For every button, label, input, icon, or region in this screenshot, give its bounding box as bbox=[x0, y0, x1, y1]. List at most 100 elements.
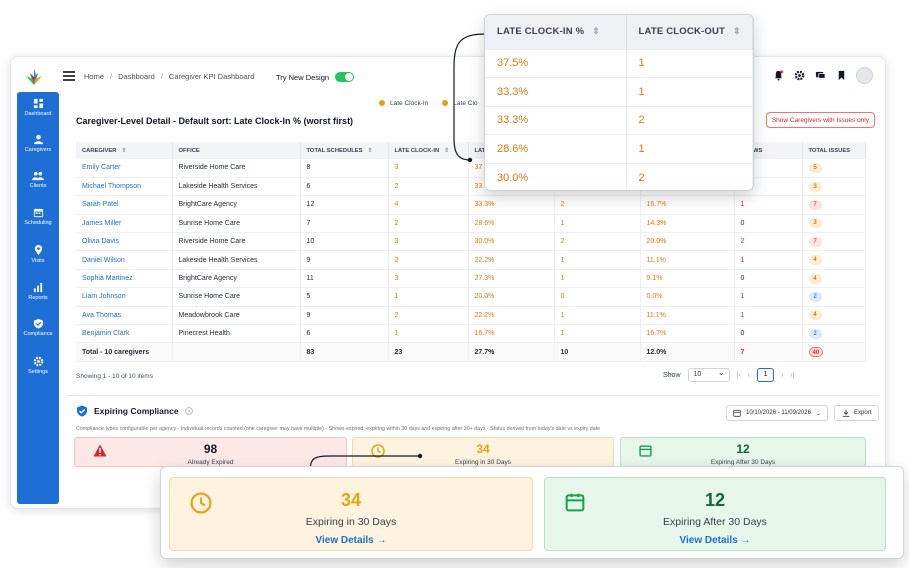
legend-item: Late Clock-In bbox=[379, 100, 428, 107]
table-row[interactable]: Olivia Davis Riverside Home Care 10 3 30.0% 2… bbox=[76, 232, 866, 252]
page-number-button[interactable]: 1 bbox=[757, 368, 775, 382]
avatar[interactable] bbox=[856, 67, 873, 84]
prev-page-icon[interactable]: ‹ bbox=[747, 371, 751, 379]
table-row[interactable]: Liam Johnson Sunrise Home Care 5 1 20.0% 0 0.0… bbox=[76, 287, 866, 307]
column-header[interactable]: LATE CLOCK-IN % ⇕ bbox=[485, 15, 627, 49]
svg-text:?: ? bbox=[187, 409, 190, 415]
total-schedules-cell: 6 bbox=[300, 177, 389, 197]
caregiver-name-link[interactable]: Olivia Davis bbox=[76, 232, 173, 252]
breadcrumb-current: Caregiver KPI Dashboard bbox=[168, 72, 255, 81]
menu-icon[interactable] bbox=[63, 71, 75, 81]
table-row[interactable]: Benjamin Clark Pinecrest Health 6 1 16.7% 1 16… bbox=[76, 324, 866, 344]
expiring-30-card[interactable]: 34 Expiring in 30 Days View Details → bbox=[169, 477, 533, 551]
caregiver-name-link[interactable]: Emily Carter bbox=[76, 159, 173, 178]
expiring-30-count: 34 bbox=[340, 490, 362, 510]
breadcrumb-home[interactable]: Home bbox=[84, 72, 105, 81]
new-design-toggle[interactable] bbox=[335, 72, 355, 82]
sidebar-item-dashboard[interactable]: Dashboard bbox=[17, 98, 59, 117]
total-issues-cell: 2 bbox=[802, 324, 866, 344]
last-page-icon[interactable]: ›| bbox=[790, 371, 795, 379]
column-header[interactable]: TOTAL ISSUES bbox=[802, 142, 866, 159]
sidebar-item-clients[interactable]: Clients bbox=[17, 170, 59, 189]
table-row[interactable]: Sophia Martinez BrightCare Agency 11 3 27.3%… bbox=[76, 269, 866, 289]
date-range-picker[interactable]: 10/10/2026 - 11/09/2026 ⌄ bbox=[726, 405, 828, 421]
showing-count: Showing 1 - 10 of 10 items bbox=[76, 373, 153, 380]
no-shows-cell: 1 bbox=[734, 250, 803, 270]
caregiver-name-link[interactable]: Ava Thomas bbox=[76, 306, 173, 326]
compliance-title: Expiring Compliance bbox=[94, 406, 179, 416]
table-row[interactable]: James Miller Sunrise Home Care 7 2 28.6% 1 14.… bbox=[76, 214, 866, 234]
caregiver-table: CAREGIVER ⇕ OFFICE TOTAL SCHEDULES ⇕ LATE … bbox=[76, 142, 866, 362]
notification-bell-icon[interactable] bbox=[772, 70, 784, 82]
office-cell: Riverside Home Care bbox=[172, 159, 301, 178]
sidebar-item-visits[interactable]: Visits bbox=[17, 245, 59, 264]
column-header[interactable]: CAREGIVER ⇕ bbox=[76, 142, 173, 159]
sidebar-item-caregivers[interactable]: Caregivers bbox=[17, 134, 59, 153]
late-clock-in-cell: 1 bbox=[388, 324, 469, 344]
column-header[interactable]: TOTAL SCHEDULES ⇕ bbox=[300, 142, 389, 159]
total-schedules-cell: 8 bbox=[300, 159, 389, 178]
view-details-link[interactable]: View Details → bbox=[679, 535, 751, 546]
empty-cell bbox=[172, 342, 301, 362]
late-clock-in-cell: 1 bbox=[388, 287, 469, 307]
caregiver-name-link[interactable]: Michael Thompson bbox=[76, 177, 173, 197]
late-clock-out-pct-cell: 11.1% bbox=[640, 250, 735, 270]
gear-icon[interactable] bbox=[793, 70, 805, 82]
total-schedules-cell: 83 bbox=[300, 342, 389, 362]
info-icon[interactable]: ? bbox=[184, 407, 193, 415]
page-size-select[interactable]: 10 bbox=[687, 367, 730, 382]
expiring-30-label: Expiring in 30 Days bbox=[455, 459, 511, 466]
export-button[interactable]: Export bbox=[834, 405, 880, 421]
expiring-after-30-card[interactable]: 12 Expiring After 30 Days bbox=[620, 437, 866, 467]
arrow-right-icon: → bbox=[376, 535, 387, 546]
caregiver-name-link[interactable]: Liam Johnson bbox=[76, 287, 173, 307]
caregiver-name-link[interactable]: Benjamin Clark bbox=[76, 324, 173, 344]
no-shows-cell: 1 bbox=[734, 287, 803, 307]
sidebar-item-reports[interactable]: Reports bbox=[17, 282, 59, 301]
compliance-subtitle: Compliance types configurable per agency… bbox=[76, 426, 601, 432]
expired-card[interactable]: 98 Already Expired bbox=[74, 437, 347, 467]
total-issues-cell: 7 bbox=[802, 195, 866, 215]
late-clock-out-cell: 2 bbox=[626, 162, 753, 190]
sidebar-item-label: Settings bbox=[28, 369, 48, 375]
sidebar-item-settings[interactable]: Settings bbox=[17, 356, 59, 375]
next-page-icon[interactable]: › bbox=[781, 371, 784, 379]
late-clock-in-pct-cell: 28.6% bbox=[468, 214, 555, 234]
caregiver-name-link[interactable]: Sarah Patel bbox=[76, 195, 173, 215]
late-clock-out-pct-cell: 12.0% bbox=[640, 342, 735, 362]
total-issues-cell: 4 bbox=[802, 250, 866, 270]
late-clock-out-pct-cell: 20.0% bbox=[640, 232, 735, 252]
bookmark-icon[interactable] bbox=[835, 70, 847, 82]
first-page-icon[interactable]: |‹ bbox=[736, 371, 741, 379]
column-header[interactable]: OFFICE bbox=[172, 142, 301, 159]
table-row[interactable]: Sarah Patel BrightCare Agency 12 4 33.3% 2 16.… bbox=[76, 195, 866, 215]
breadcrumb-dashboard[interactable]: Dashboard bbox=[118, 72, 155, 81]
chat-icon[interactable] bbox=[814, 70, 826, 82]
late-clock-out-pct-cell: 0.0% bbox=[640, 287, 735, 307]
sidebar-item-compliance[interactable]: Compliance bbox=[17, 318, 59, 337]
expiring-30-card[interactable]: 34 Expiring in 30 Days bbox=[352, 437, 614, 467]
calendar-icon bbox=[639, 445, 652, 457]
sidebar-item-scheduling[interactable]: Scheduling bbox=[17, 207, 59, 226]
late-clock-in-pct-cell: 33.3% bbox=[485, 77, 627, 107]
total-schedules-cell: 9 bbox=[300, 250, 389, 270]
no-shows-cell: 1 bbox=[734, 195, 803, 215]
expiring-after-30-card[interactable]: 12 Expiring After 30 Days View Details → bbox=[544, 477, 886, 551]
table-row: 30.0% 2 bbox=[485, 162, 753, 190]
caregiver-name-link[interactable]: Sophia Martinez bbox=[76, 269, 173, 289]
view-details-link[interactable]: View Details → bbox=[315, 535, 387, 546]
table-row[interactable]: Daniel Wilson Lakeside Health Services 9 2 2… bbox=[76, 250, 866, 270]
column-header[interactable]: LATE CLOCK-IN ⇕ bbox=[388, 142, 469, 159]
column-header[interactable]: LATE CLOCK-OUT ⇕ bbox=[626, 15, 753, 49]
caregiver-name-link[interactable]: Daniel Wilson bbox=[76, 250, 173, 270]
total-issues-cell: 5 bbox=[802, 159, 866, 178]
late-clock-out-cell: 1 bbox=[554, 306, 641, 326]
person-icon bbox=[33, 134, 43, 145]
late-clock-in-pct-cell: 33.3% bbox=[485, 105, 627, 135]
zoomed-compliance-cards: 34 Expiring in 30 Days View Details → 12… bbox=[160, 466, 904, 559]
table-row[interactable]: Ava Thomas Meadowbrook Care 9 2 22.2% 1 11.1% 1… bbox=[76, 306, 866, 326]
show-issues-only-button[interactable]: Show Caregivers with Issues only bbox=[765, 112, 875, 128]
caregiver-name-link[interactable]: James Miller bbox=[76, 214, 173, 234]
dashboard-icon bbox=[33, 98, 43, 109]
late-clock-in-cell: 2 bbox=[388, 306, 469, 326]
